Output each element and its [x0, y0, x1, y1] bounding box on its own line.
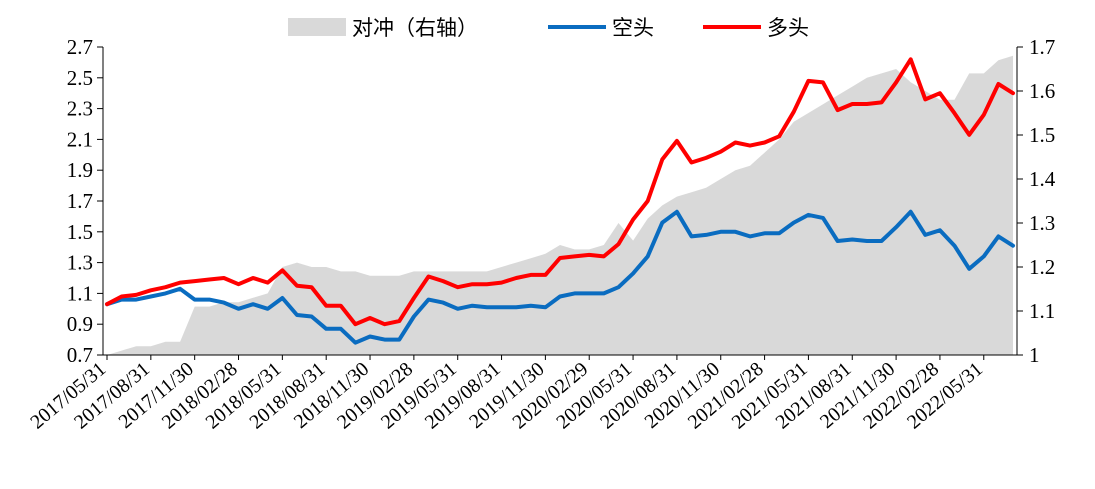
y-right-tick-label: 1.5	[1029, 123, 1055, 147]
y-right-tick-label: 1.7	[1029, 35, 1055, 59]
legend-label-hedge: 对冲（右轴）	[352, 16, 478, 40]
y-left-tick-label: 1.9	[67, 158, 93, 182]
y-left-tick-label: 2.1	[67, 127, 93, 151]
y-right-tick-label: 1.3	[1029, 211, 1055, 235]
y-right-tick-label: 1.2	[1029, 255, 1055, 279]
y-left-tick-label: 1.3	[67, 251, 93, 275]
legend: 对冲（右轴） 空头 多头	[288, 16, 809, 40]
y-right-tick-label: 1.4	[1029, 167, 1056, 191]
series-line-short	[105, 209, 1015, 345]
y-left-tick-label: 2.3	[67, 97, 93, 121]
y-left-tick-label: 2.5	[67, 66, 93, 90]
y-right-tick-label: 1.1	[1029, 299, 1055, 323]
y-left-tick-label: 2.7	[67, 35, 93, 59]
y-right-tick-label: 1.6	[1029, 79, 1055, 103]
series-line-long	[105, 57, 1015, 327]
y-left-tick-label: 0.9	[67, 312, 93, 336]
y-left-tick-label: 1.1	[67, 281, 93, 305]
y-left-tick-label: 1.7	[67, 189, 93, 213]
series-area-hedge	[107, 55, 1013, 356]
y-right-tick-label: 1	[1029, 343, 1040, 367]
y-left-tick-label: 1.5	[67, 220, 93, 244]
legend-swatch-hedge	[288, 18, 346, 36]
y-left-tick-label: 0.7	[67, 343, 93, 367]
legend-label-short: 空头	[612, 16, 654, 40]
plot-area	[105, 55, 1015, 356]
legend-label-long: 多头	[767, 16, 809, 40]
